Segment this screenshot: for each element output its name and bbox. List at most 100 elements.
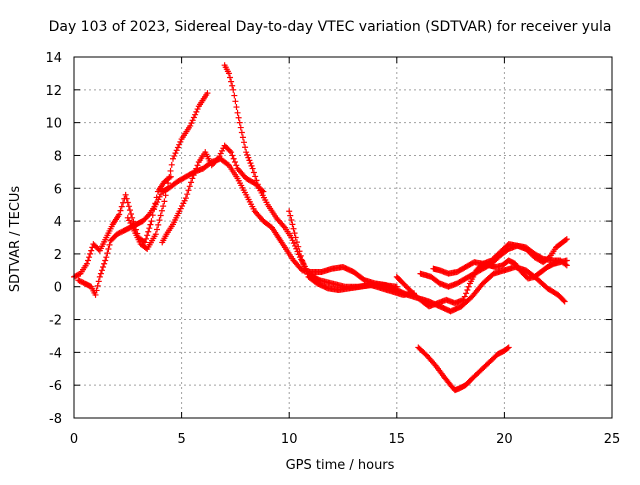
data-point [243, 149, 250, 156]
data-point [464, 287, 471, 294]
x-tick-label: 25 [604, 432, 621, 447]
data-point [87, 250, 94, 257]
data-point [152, 231, 159, 238]
series-arc-4 [159, 142, 267, 246]
data-point [289, 237, 296, 244]
data-point [156, 217, 163, 224]
data-point [295, 243, 302, 250]
data-point [299, 257, 306, 264]
data-point [290, 240, 297, 247]
data-point [247, 160, 254, 167]
series-arc-8 [417, 242, 570, 290]
data-point [188, 179, 195, 186]
data-point [84, 257, 91, 264]
data-point [252, 173, 259, 180]
y-tick-label: 8 [54, 149, 62, 164]
data-point [162, 192, 169, 199]
data-point [465, 283, 472, 290]
data-point [244, 151, 251, 158]
data-point [168, 161, 175, 168]
data-point [254, 181, 261, 188]
data-point [194, 106, 201, 113]
data-point [297, 252, 304, 259]
data-point [116, 211, 123, 218]
data-point [290, 225, 297, 232]
data-point [239, 134, 246, 141]
y-tick-label: -8 [49, 412, 62, 427]
data-point [98, 267, 105, 274]
data-point [128, 222, 135, 229]
data-point [127, 220, 134, 227]
data-point [461, 293, 468, 300]
data-point [186, 183, 193, 190]
data-point [148, 218, 155, 225]
y-tick-label: 4 [54, 215, 62, 230]
gridlines [74, 57, 612, 418]
series-arc-10 [415, 344, 512, 394]
data-point [292, 234, 299, 241]
data-points [71, 62, 570, 394]
data-point [249, 165, 256, 172]
data-point [106, 241, 113, 248]
y-tick-label: 0 [54, 281, 62, 296]
x-tick-label: 5 [177, 432, 185, 447]
data-point [161, 198, 168, 205]
x-axis-label: GPS time / hours [286, 458, 395, 473]
data-point [231, 92, 238, 99]
data-point [300, 260, 307, 267]
data-point [184, 191, 191, 198]
axis-ticks: 0 5 10 15 20 25 -8 -6 -4 -2 0 2 4 6 8 10 12 14 [45, 51, 620, 447]
plot-frame [73, 56, 613, 419]
data-point [172, 150, 179, 157]
data-point [237, 124, 244, 131]
y-tick-label: 12 [45, 84, 62, 99]
data-point [154, 226, 161, 233]
data-point [233, 162, 240, 169]
data-point [250, 169, 257, 176]
data-point [104, 250, 111, 257]
y-axis-label: SDTVAR / TECUs [8, 186, 23, 293]
series-arc-5 [221, 62, 400, 290]
data-point [225, 70, 232, 77]
data-point [103, 254, 110, 261]
data-point [155, 221, 162, 228]
data-point [561, 298, 568, 305]
data-point [167, 167, 174, 174]
series-arc-6 [286, 208, 418, 298]
data-point [126, 217, 133, 224]
data-point [165, 180, 172, 187]
data-point [156, 193, 163, 200]
data-point [124, 214, 131, 221]
data-point [227, 74, 234, 81]
data-point [177, 138, 184, 145]
data-point [289, 221, 296, 228]
y-tick-label: -6 [49, 379, 62, 394]
data-point [286, 208, 293, 215]
data-point [291, 230, 298, 237]
data-point [192, 111, 199, 118]
data-point [217, 150, 224, 157]
data-point [235, 114, 242, 121]
data-point [145, 212, 152, 219]
y-tick-label: 10 [45, 117, 62, 132]
data-point [173, 147, 180, 154]
data-point [204, 90, 211, 97]
data-point [228, 149, 235, 156]
data-point [236, 119, 243, 126]
data-point [179, 202, 186, 209]
data-point [301, 262, 308, 269]
data-point [185, 187, 192, 194]
data-point [160, 203, 167, 210]
data-point [562, 261, 569, 268]
data-point [234, 109, 241, 116]
data-point [229, 82, 236, 89]
data-point [253, 177, 260, 184]
data-point [154, 199, 161, 206]
data-point [302, 265, 309, 272]
data-point [117, 207, 124, 214]
data-point [248, 162, 255, 169]
data-point [146, 225, 153, 232]
data-point [180, 200, 187, 207]
data-point [228, 78, 235, 85]
data-point [245, 154, 252, 161]
